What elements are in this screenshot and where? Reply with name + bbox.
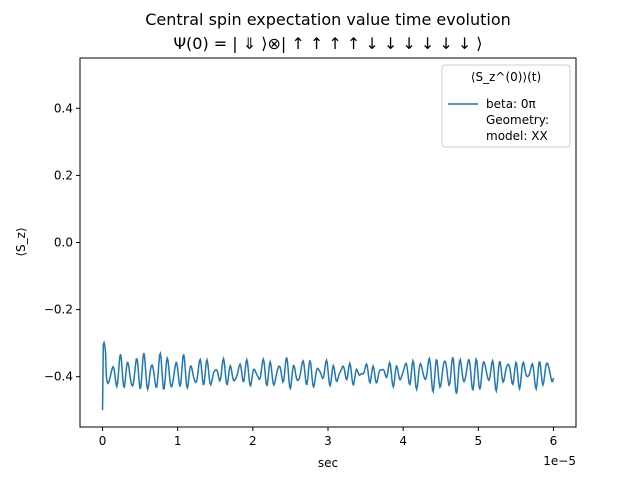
x-tick-label: 6 (550, 434, 558, 448)
y-axis-label: ⟨S_z⟩ (14, 227, 28, 256)
x-axis-label: sec (318, 456, 338, 470)
legend-entry-beta: beta: 0π (486, 97, 536, 111)
x-tick-label: 2 (249, 434, 257, 448)
x-tick-label: 0 (99, 434, 107, 448)
x-tick-label: 5 (474, 434, 482, 448)
legend-box (441, 64, 571, 148)
legend: ⟨S_z^(0)⟩(t) beta: 0π Geometry: model: X… (441, 64, 571, 148)
y-tick-label: −0.2 (44, 303, 73, 317)
series-line (101, 340, 555, 411)
y-tick-label: 0.4 (54, 101, 73, 115)
x-tick-label: 3 (324, 434, 332, 448)
legend-title: ⟨S_z^(0)⟩(t) (471, 70, 541, 84)
legend-entry-model: model: XX (486, 129, 548, 143)
x-tick-label: 1 (174, 434, 182, 448)
chart-subtitle: Ψ(0) = | ⇓ ⟩⊗| ↑ ↑ ↑ ↑ ↓ ↓ ↓ ↓ ↓ ↓ ⟩ (173, 34, 482, 53)
chart-title: Central spin expectation value time evol… (145, 10, 511, 29)
y-tick-label: −0.4 (44, 370, 73, 384)
x-axis-ticks: 0 1 2 3 4 5 6 (99, 427, 558, 448)
x-tick-label: 4 (399, 434, 407, 448)
x-offset-label: 1e−5 (543, 454, 576, 468)
y-tick-label: 0.2 (54, 168, 73, 182)
y-tick-label: 0.0 (54, 236, 73, 250)
legend-entry-geometry: Geometry: (486, 113, 549, 127)
y-axis-ticks: 0.4 0.2 0.0 −0.2 −0.4 (44, 101, 80, 384)
